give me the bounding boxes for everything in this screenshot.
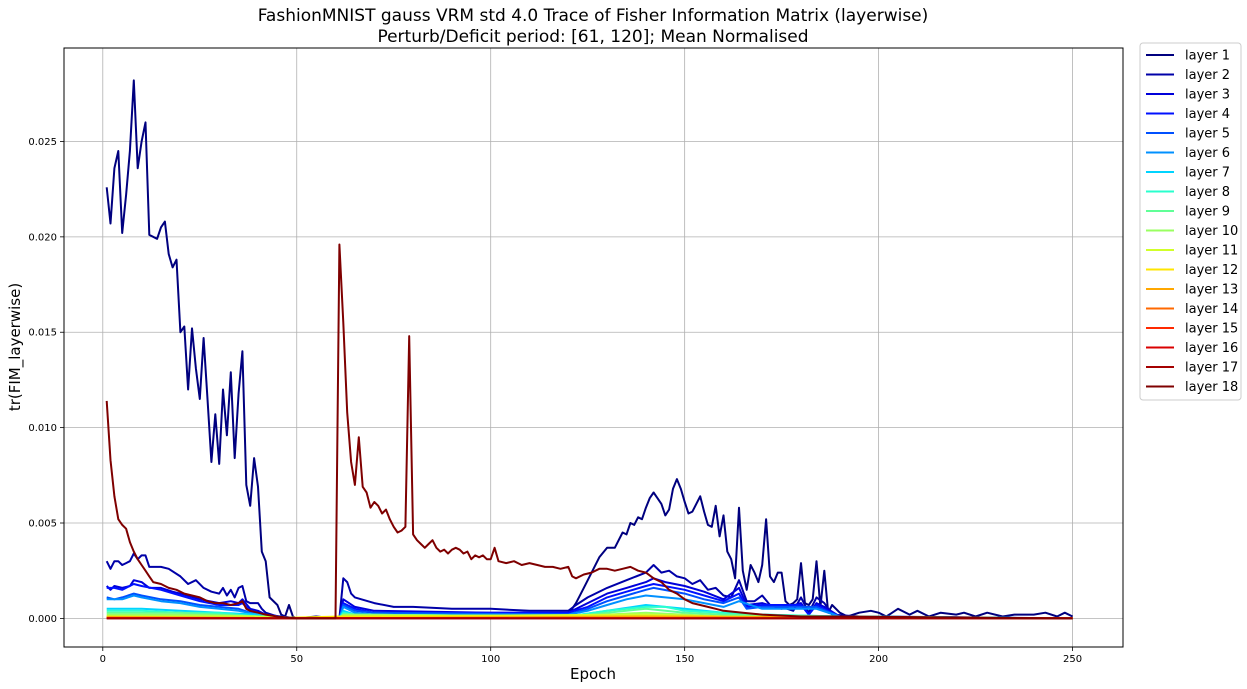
x-axis-label: Epoch: [570, 665, 616, 683]
series-lines: [105, 79, 1074, 620]
legend-entry: layer 16: [1185, 341, 1238, 356]
y-tick-label: 0.025: [28, 137, 57, 148]
x-tick-label: 200: [869, 654, 888, 665]
legend-entry: layer 2: [1185, 68, 1230, 83]
legend-entry: layer 6: [1185, 146, 1230, 161]
x-tick-label: 150: [675, 654, 694, 665]
x-axis: 0 50 100 150 200 250: [100, 647, 1082, 665]
series-line-layer-18: [105, 243, 1073, 620]
y-axis: 0.000 0.005 0.010 0.015 0.020 0.025: [28, 137, 64, 625]
legend-entry: layer 11: [1185, 244, 1238, 259]
x-tick-label: 250: [1063, 654, 1082, 665]
chart-title: FashionMNIST gauss VRM std 4.0 Trace of …: [258, 6, 929, 26]
x-tick-label: 0: [100, 654, 106, 665]
legend-entry: layer 14: [1185, 302, 1238, 317]
legend-entry: layer 13: [1185, 283, 1238, 298]
series-line-layer-5: [106, 586, 1073, 620]
y-tick-label: 0.010: [28, 423, 57, 434]
legend-entry: layer 1: [1185, 49, 1230, 64]
series-line-layer-1: [105, 79, 1074, 620]
y-tick-label: 0.005: [28, 519, 57, 530]
legend: layer 1 layer 2 layer 3 layer 4 layer 5 layer…: [1139, 42, 1242, 401]
legend-entry: layer 7: [1185, 166, 1230, 181]
legend-entry: layer 5: [1185, 127, 1230, 142]
x-tick-label: 100: [481, 654, 500, 665]
chart-subtitle: Perturb/Deficit period: [61, 120]; Mean …: [377, 27, 808, 47]
y-tick-label: 0.020: [28, 232, 57, 243]
y-axis-label: tr(FIM_layerwise): [6, 283, 25, 411]
legend-entry: layer 12: [1185, 263, 1238, 278]
series-line-layer-2: [105, 552, 1073, 620]
legend-entry: layer 10: [1185, 224, 1238, 239]
legend-entry: layer 9: [1185, 205, 1230, 220]
plot-frame: [63, 47, 1124, 648]
x-tick-label: 50: [290, 654, 303, 665]
legend-entry: layer 15: [1185, 322, 1238, 337]
grid-lines: [64, 48, 1123, 647]
legend-entry: layer 4: [1185, 107, 1230, 122]
legend-entry: layer 17: [1185, 361, 1238, 376]
y-tick-label: 0.000: [28, 614, 57, 625]
legend-entry: layer 3: [1185, 88, 1230, 103]
y-tick-label: 0.015: [28, 328, 57, 339]
legend-entry: layer 18: [1185, 380, 1238, 395]
legend-entry: layer 8: [1185, 185, 1230, 200]
